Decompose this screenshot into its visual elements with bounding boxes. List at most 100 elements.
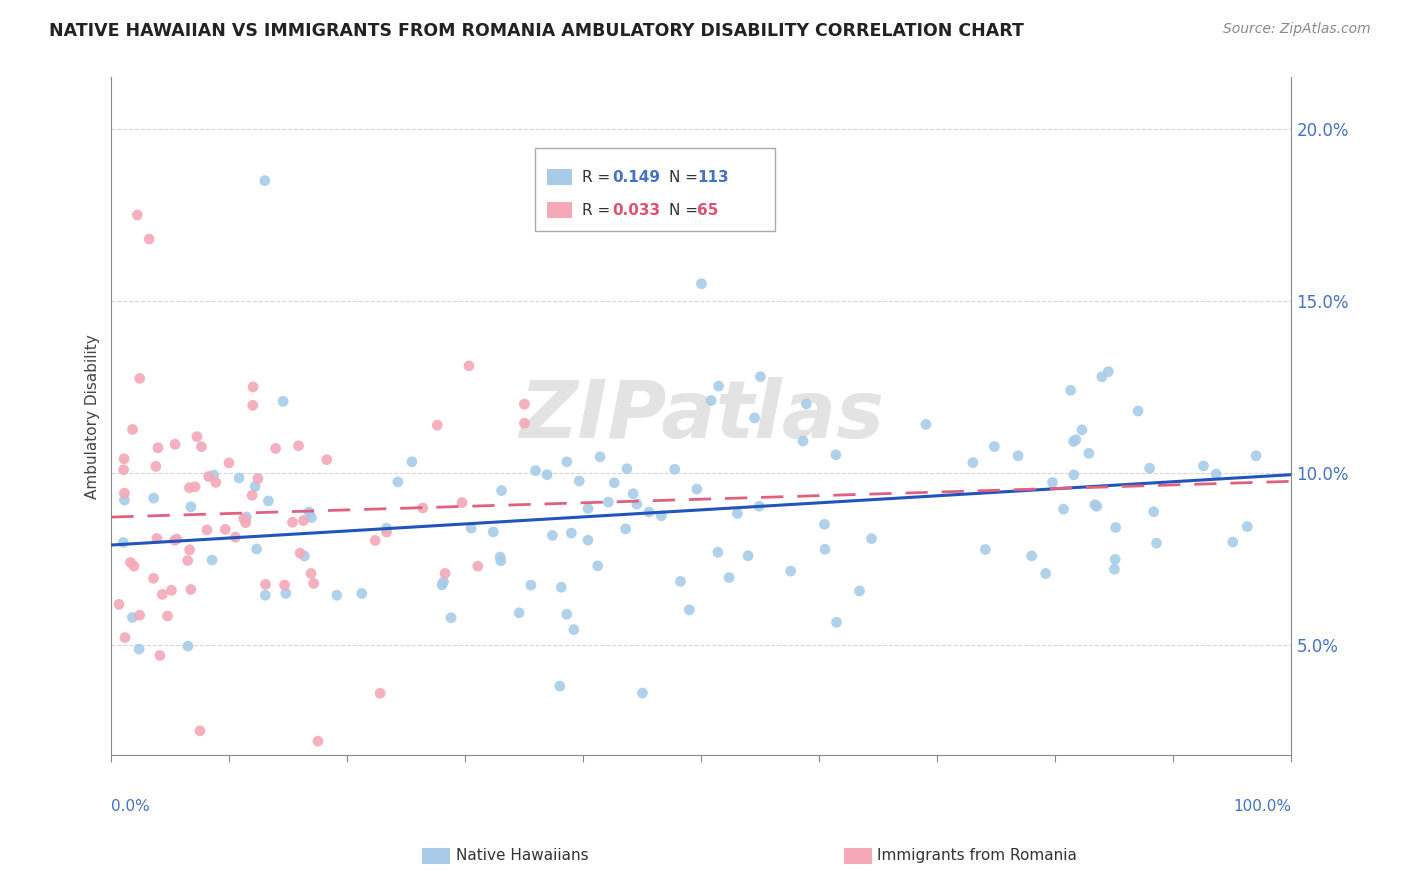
Point bbox=[451, 495, 474, 509]
Point bbox=[128, 608, 150, 623]
Point bbox=[281, 515, 304, 529]
Point bbox=[114, 631, 136, 645]
Point bbox=[974, 542, 997, 557]
Text: R =: R = bbox=[582, 169, 614, 185]
Point bbox=[264, 442, 287, 456]
Point bbox=[195, 523, 218, 537]
Point bbox=[214, 522, 236, 536]
Point bbox=[440, 611, 463, 625]
Point bbox=[513, 416, 536, 430]
Text: 0.033: 0.033 bbox=[613, 202, 661, 218]
Point bbox=[218, 456, 240, 470]
Point bbox=[197, 469, 219, 483]
Point bbox=[156, 609, 179, 624]
Point bbox=[1104, 520, 1126, 534]
Point bbox=[467, 559, 489, 574]
Point bbox=[779, 564, 801, 578]
Point bbox=[292, 514, 315, 528]
Point bbox=[690, 277, 713, 291]
Text: Native Hawaiians: Native Hawaiians bbox=[456, 848, 588, 863]
Point bbox=[254, 577, 277, 591]
Point bbox=[915, 417, 938, 432]
Point bbox=[224, 530, 246, 544]
Point bbox=[1146, 536, 1168, 550]
Point bbox=[1222, 535, 1244, 549]
Point bbox=[179, 542, 201, 557]
Point bbox=[825, 615, 848, 630]
Point bbox=[271, 394, 294, 409]
Point bbox=[508, 606, 530, 620]
Point bbox=[180, 500, 202, 514]
Text: N =: N = bbox=[669, 169, 703, 185]
Y-axis label: Ambulatory Disability: Ambulatory Disability bbox=[86, 334, 100, 499]
Point bbox=[146, 532, 169, 546]
Point bbox=[242, 380, 264, 394]
Text: NATIVE HAWAIIAN VS IMMIGRANTS FROM ROMANIA AMBULATORY DISABILITY CORRELATION CHA: NATIVE HAWAIIAN VS IMMIGRANTS FROM ROMAN… bbox=[49, 22, 1024, 40]
Point bbox=[246, 471, 269, 485]
Point bbox=[202, 467, 225, 482]
Point bbox=[707, 545, 730, 559]
Point bbox=[235, 510, 257, 524]
Point bbox=[190, 440, 212, 454]
Point bbox=[1063, 434, 1085, 449]
Point bbox=[616, 461, 638, 475]
Point bbox=[1064, 433, 1087, 447]
Point bbox=[513, 397, 536, 411]
Point bbox=[254, 588, 277, 602]
Point bbox=[375, 525, 398, 540]
Point bbox=[127, 208, 149, 222]
Point bbox=[792, 434, 814, 448]
Point bbox=[458, 359, 481, 373]
Point bbox=[489, 550, 512, 565]
Point bbox=[520, 578, 543, 592]
Point bbox=[128, 371, 150, 385]
Point bbox=[146, 441, 169, 455]
Point bbox=[1021, 549, 1043, 563]
Point bbox=[725, 507, 748, 521]
Point bbox=[748, 500, 770, 514]
Point bbox=[568, 474, 591, 488]
Point bbox=[426, 418, 449, 433]
Point bbox=[412, 500, 434, 515]
Point bbox=[142, 571, 165, 585]
Point bbox=[560, 526, 582, 541]
Point bbox=[243, 479, 266, 493]
Point bbox=[176, 553, 198, 567]
Text: N =: N = bbox=[669, 202, 703, 218]
Point bbox=[253, 173, 276, 187]
Point bbox=[589, 450, 612, 464]
Point bbox=[962, 456, 984, 470]
Point bbox=[257, 494, 280, 508]
Text: 100.0%: 100.0% bbox=[1233, 799, 1292, 814]
Point bbox=[1007, 449, 1029, 463]
Text: Source: ZipAtlas.com: Source: ZipAtlas.com bbox=[1223, 22, 1371, 37]
Point bbox=[166, 532, 188, 546]
Point bbox=[603, 475, 626, 490]
Point bbox=[1205, 467, 1227, 481]
Point bbox=[1236, 519, 1258, 533]
Point bbox=[188, 723, 211, 738]
Point bbox=[1244, 449, 1267, 463]
Point bbox=[299, 510, 322, 524]
Point bbox=[273, 578, 295, 592]
Point bbox=[669, 574, 692, 589]
Point bbox=[707, 379, 730, 393]
Point bbox=[555, 607, 578, 622]
Point bbox=[242, 398, 264, 412]
Point bbox=[138, 232, 160, 246]
Point bbox=[434, 566, 457, 581]
Point bbox=[1042, 475, 1064, 490]
Point bbox=[621, 486, 644, 500]
Point bbox=[112, 463, 135, 477]
Point bbox=[718, 570, 741, 584]
Point bbox=[744, 411, 766, 425]
Point bbox=[165, 437, 187, 451]
Point bbox=[292, 549, 315, 563]
Point bbox=[150, 587, 173, 601]
Point bbox=[325, 588, 347, 602]
Point bbox=[1077, 446, 1099, 460]
Point bbox=[122, 559, 145, 574]
Point bbox=[1063, 467, 1085, 482]
Point bbox=[460, 521, 482, 535]
Text: 0.0%: 0.0% bbox=[111, 799, 150, 814]
